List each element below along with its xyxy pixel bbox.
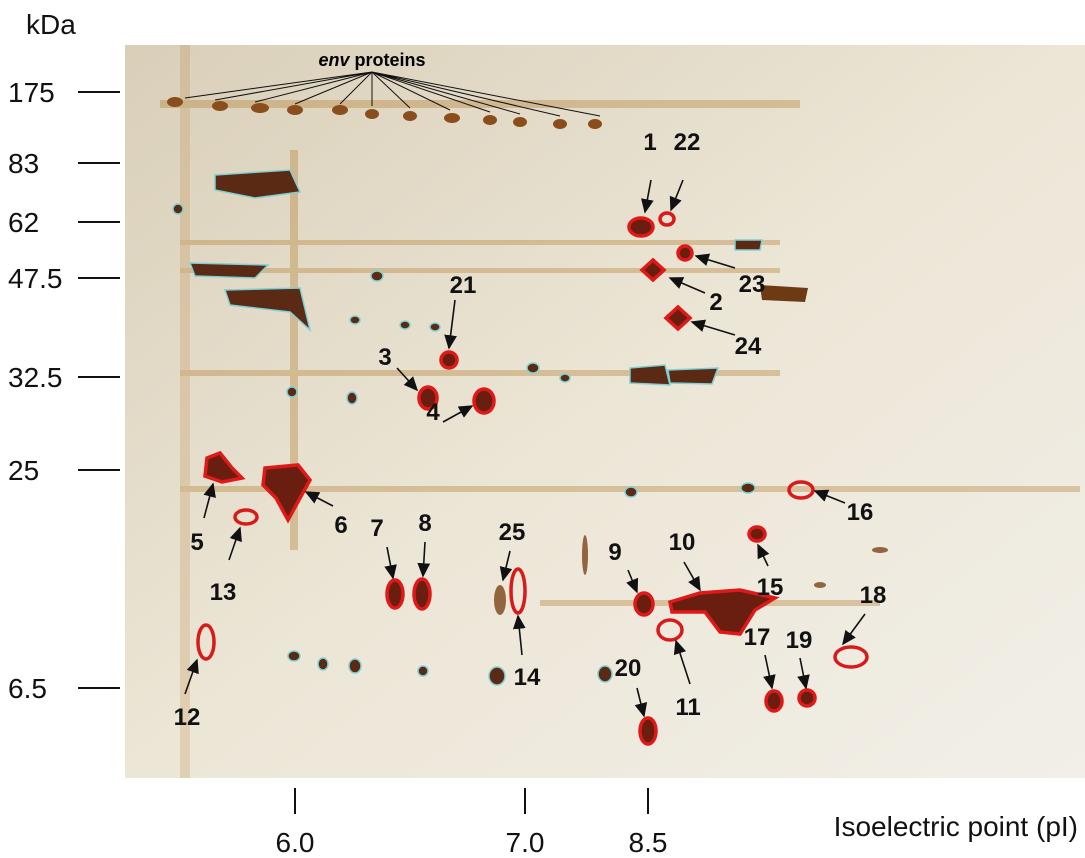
y-tick-label: 83 bbox=[8, 148, 39, 179]
spot-label: 7 bbox=[370, 515, 383, 542]
x-tick-label: 8.5 bbox=[629, 827, 668, 858]
spot-label: 24 bbox=[735, 333, 762, 360]
spot-label: 4 bbox=[426, 399, 440, 426]
y-tick-label: 62 bbox=[8, 207, 39, 238]
figure: env proteins kDa 175 83 62 47.5 32.5 25 … bbox=[0, 0, 1085, 858]
y-tick-label: 32.5 bbox=[8, 362, 63, 393]
y-unit: kDa bbox=[26, 9, 76, 40]
spot-label: 15 bbox=[757, 574, 784, 601]
x-tick-label: 6.0 bbox=[276, 827, 315, 858]
y-tick-label: 6.5 bbox=[8, 673, 47, 704]
spot-label: 9 bbox=[608, 539, 621, 566]
spot-label: 16 bbox=[847, 499, 874, 526]
spot-label: 10 bbox=[669, 529, 696, 556]
spot-label: 13 bbox=[210, 579, 237, 606]
spot-label: 11 bbox=[675, 694, 700, 721]
spot-label: 6 bbox=[334, 512, 347, 539]
env-label: env proteins bbox=[318, 50, 425, 70]
spot-label: 25 bbox=[499, 519, 526, 546]
y-tick-label: 175 bbox=[8, 77, 55, 108]
spot-label: 23 bbox=[739, 271, 766, 298]
spot-label: 17 bbox=[744, 624, 771, 651]
spot-label: 22 bbox=[674, 129, 701, 156]
spot-label: 5 bbox=[190, 529, 203, 556]
spot-label: 8 bbox=[418, 510, 431, 537]
x-tick-label: 7.0 bbox=[506, 827, 545, 858]
spot-label: 14 bbox=[514, 664, 541, 691]
spot-label: 1 bbox=[643, 129, 656, 156]
spot-label: 18 bbox=[860, 582, 887, 609]
env-italic: env bbox=[318, 50, 350, 70]
spot-label: 12 bbox=[174, 704, 201, 731]
y-tick-label: 47.5 bbox=[8, 263, 63, 294]
env-text: proteins bbox=[355, 50, 426, 70]
x-axis-title: Isoelectric point (pI) bbox=[834, 811, 1078, 842]
spot-label: 2 bbox=[709, 289, 722, 316]
spot-label: 3 bbox=[378, 344, 391, 371]
y-tick-label: 25 bbox=[8, 455, 39, 486]
gel bbox=[125, 45, 1085, 778]
spot-label: 21 bbox=[450, 272, 477, 299]
spot-label: 19 bbox=[786, 627, 813, 654]
spot-label: 20 bbox=[615, 655, 642, 682]
